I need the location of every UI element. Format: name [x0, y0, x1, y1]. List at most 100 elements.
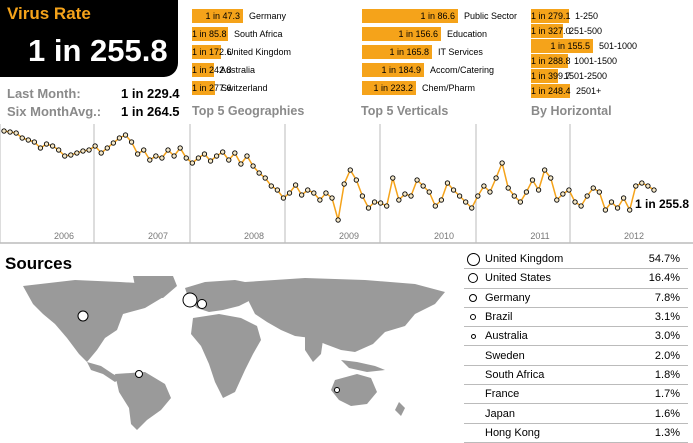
source-name: Germany — [485, 291, 531, 304]
horizontal-row: 1 in 155.5 501-1000 — [531, 39, 637, 53]
rate-data-point — [292, 182, 299, 188]
virus-rate-chart: 2006 2007 2008 2009 2010 2011 2012 1 in 255.8 — [0, 124, 693, 244]
rate-data-point — [165, 147, 171, 153]
rate-data-point — [159, 155, 165, 161]
horizontal-row: 1 in 399.7 1501-2500 — [531, 69, 607, 83]
rate-data-point — [450, 187, 457, 193]
geography-bar: 1 in 277.6 — [192, 81, 232, 95]
rate-data-point — [134, 151, 141, 157]
rate-data-point — [280, 195, 287, 201]
rate-data-point — [183, 155, 189, 161]
six-month-label: Six MonthAvg.: — [7, 104, 102, 119]
rate-data-point — [256, 170, 262, 176]
horizontal-bar: 1 in 327.0 — [531, 24, 571, 38]
verticals-title: Top 5 Verticals — [361, 104, 449, 118]
rate-data-point — [116, 135, 123, 141]
source-name: France — [485, 388, 520, 401]
rate-data-point — [177, 145, 183, 151]
rate-data-point — [1, 128, 7, 134]
australia-landmass — [331, 374, 377, 406]
horizontal-bar: 1 in 279.1 — [531, 9, 571, 23]
source-size-circle-icon — [470, 313, 476, 320]
rate-data-point — [268, 183, 274, 189]
rate-data-point — [608, 199, 615, 205]
rate-data-point — [511, 193, 517, 199]
rate-data-point — [499, 160, 505, 166]
rate-data-point — [347, 167, 353, 173]
source-percent: 1.3% — [654, 426, 680, 439]
rate-data-point — [43, 141, 50, 147]
rate-data-point — [110, 140, 116, 146]
source-row: Japan 1.6% — [464, 404, 688, 424]
rate-data-point — [68, 152, 74, 158]
rate-data-point — [305, 187, 311, 193]
geography-row: 1 in 85.8 South Africa — [192, 27, 283, 41]
source-name: Brazil — [485, 311, 513, 324]
rate-data-point — [250, 163, 256, 169]
horizontal-row: 1 in 288.8 1001-1500 — [531, 54, 617, 68]
rate-data-point — [220, 149, 226, 155]
rate-data-point — [74, 150, 80, 156]
rate-data-point — [542, 167, 548, 173]
vertical-label: Public Sector — [464, 11, 518, 21]
geographies-title: Top 5 Geographies — [192, 104, 305, 118]
rate-data-point — [651, 187, 657, 193]
geography-bar: 1 in 85.8 — [192, 27, 228, 41]
rate-data-point — [566, 187, 572, 193]
source-row: United Kingdom 54.7% — [464, 250, 688, 270]
rate-data-point — [207, 158, 214, 164]
rate-data-point — [396, 197, 402, 203]
rate-data-point — [92, 143, 98, 149]
source-row: Hong Kong 1.3% — [464, 424, 688, 443]
rate-data-point — [286, 190, 293, 196]
rate-data-point — [548, 175, 554, 181]
rate-data-point — [523, 189, 530, 195]
rate-data-point — [80, 148, 86, 154]
rate-data-point — [432, 203, 438, 209]
rate-data-point — [353, 177, 359, 183]
rate-data-point — [299, 192, 305, 198]
virus-rate-panel: Virus Rate 1 in 255.8 — [0, 0, 178, 77]
sources-title: Sources — [5, 254, 73, 273]
source-row: Brazil 3.1% — [464, 308, 688, 328]
source-size-circle-icon — [469, 293, 477, 302]
chart-x-tick-label: 2011 — [530, 231, 549, 241]
source-row: Sweden 2.0% — [464, 346, 688, 366]
rate-data-point — [147, 157, 153, 163]
last-month-label: Last Month: — [7, 86, 81, 101]
africa-landmass — [191, 314, 261, 398]
rate-data-point — [444, 180, 451, 186]
chart-x-tick-label: 2007 — [148, 231, 168, 241]
north-america-landmass — [23, 280, 165, 362]
asia-landmass — [245, 278, 445, 352]
rate-data-point — [49, 143, 56, 149]
rate-data-point — [602, 207, 609, 213]
source-percent: 1.6% — [654, 407, 680, 420]
rate-data-point — [171, 153, 177, 159]
rate-data-point — [262, 175, 268, 181]
vertical-bar: 1 in 184.9 — [362, 63, 424, 77]
source-name: Australia — [485, 330, 528, 343]
rate-data-point — [463, 199, 469, 205]
geography-row: 1 in 172.6 United Kingdom — [192, 45, 291, 59]
rate-data-point — [19, 135, 25, 141]
rate-data-point — [614, 205, 621, 211]
rate-data-point — [365, 205, 372, 211]
source-name: Hong Kong — [485, 426, 541, 439]
chart-x-tick-label: 2006 — [54, 231, 74, 241]
chart-x-tick-label: 2008 — [244, 231, 264, 241]
vertical-row: 1 in 223.2 Chem/Pharm — [362, 81, 475, 95]
horizontal-label: 251-500 — [569, 26, 603, 36]
source-size-circle-icon — [468, 273, 478, 284]
rate-data-point — [475, 193, 481, 199]
sources-list: United Kingdom 54.7% United States 16.4% Ger… — [464, 250, 688, 443]
rate-data-point — [13, 130, 19, 136]
rate-data-point — [627, 207, 633, 213]
geography-label: Switzerland — [221, 83, 268, 93]
rate-data-point — [493, 175, 499, 181]
rate-data-point — [122, 132, 129, 138]
germany-source-marker — [197, 299, 207, 309]
rate-data-point — [226, 157, 232, 163]
rate-data-point — [529, 177, 536, 183]
south-asia-landmass — [305, 336, 323, 362]
